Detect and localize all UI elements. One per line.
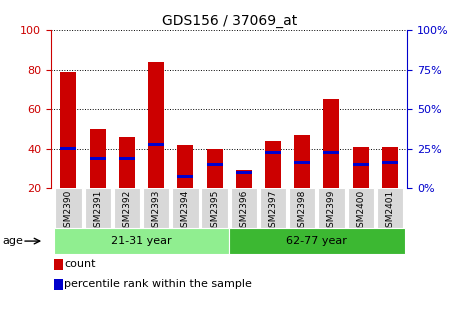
Bar bbox=[55, 258, 63, 270]
Bar bbox=[148, 143, 164, 146]
FancyBboxPatch shape bbox=[85, 188, 111, 228]
Bar bbox=[61, 147, 76, 150]
Text: GSM2391: GSM2391 bbox=[93, 190, 102, 233]
Text: GSM2401: GSM2401 bbox=[385, 190, 394, 233]
Title: GDS156 / 37069_at: GDS156 / 37069_at bbox=[162, 14, 297, 28]
Text: 21-31 year: 21-31 year bbox=[111, 236, 172, 246]
Bar bbox=[148, 62, 164, 188]
Bar bbox=[236, 170, 252, 188]
Bar bbox=[206, 163, 223, 166]
FancyBboxPatch shape bbox=[289, 188, 315, 228]
Bar bbox=[236, 171, 252, 174]
FancyBboxPatch shape bbox=[319, 188, 344, 228]
Text: count: count bbox=[64, 259, 96, 269]
Bar bbox=[61, 72, 76, 188]
Bar bbox=[353, 147, 369, 188]
FancyBboxPatch shape bbox=[114, 188, 140, 228]
FancyBboxPatch shape bbox=[143, 188, 169, 228]
Text: GSM2396: GSM2396 bbox=[239, 190, 248, 233]
Bar bbox=[324, 99, 339, 188]
Bar bbox=[265, 141, 281, 188]
FancyBboxPatch shape bbox=[377, 188, 403, 228]
Text: age: age bbox=[2, 236, 23, 246]
Bar bbox=[119, 137, 135, 188]
FancyBboxPatch shape bbox=[231, 188, 257, 228]
Text: GSM2395: GSM2395 bbox=[210, 190, 219, 233]
Text: 62-77 year: 62-77 year bbox=[287, 236, 347, 246]
FancyBboxPatch shape bbox=[172, 188, 199, 228]
Bar bbox=[324, 151, 339, 154]
FancyBboxPatch shape bbox=[260, 188, 286, 228]
Bar bbox=[119, 157, 135, 160]
Text: GSM2390: GSM2390 bbox=[64, 190, 73, 233]
Text: GSM2399: GSM2399 bbox=[327, 190, 336, 233]
FancyBboxPatch shape bbox=[54, 228, 229, 254]
Bar bbox=[353, 163, 369, 166]
Bar bbox=[55, 279, 63, 290]
Text: GSM2400: GSM2400 bbox=[356, 190, 365, 233]
Text: GSM2393: GSM2393 bbox=[151, 190, 161, 233]
Bar bbox=[177, 175, 194, 178]
Bar bbox=[382, 161, 398, 164]
FancyBboxPatch shape bbox=[55, 188, 81, 228]
Bar bbox=[177, 145, 194, 188]
FancyBboxPatch shape bbox=[229, 228, 405, 254]
FancyBboxPatch shape bbox=[348, 188, 374, 228]
Bar bbox=[206, 149, 223, 188]
Text: GSM2398: GSM2398 bbox=[298, 190, 307, 233]
Bar bbox=[294, 161, 310, 164]
Bar bbox=[90, 157, 106, 160]
FancyBboxPatch shape bbox=[201, 188, 228, 228]
Text: GSM2397: GSM2397 bbox=[269, 190, 277, 233]
Text: percentile rank within the sample: percentile rank within the sample bbox=[64, 279, 252, 289]
Text: GSM2394: GSM2394 bbox=[181, 190, 190, 233]
Bar bbox=[265, 151, 281, 154]
Text: GSM2392: GSM2392 bbox=[122, 190, 131, 233]
Bar bbox=[90, 129, 106, 188]
Bar bbox=[382, 147, 398, 188]
Bar bbox=[294, 135, 310, 188]
